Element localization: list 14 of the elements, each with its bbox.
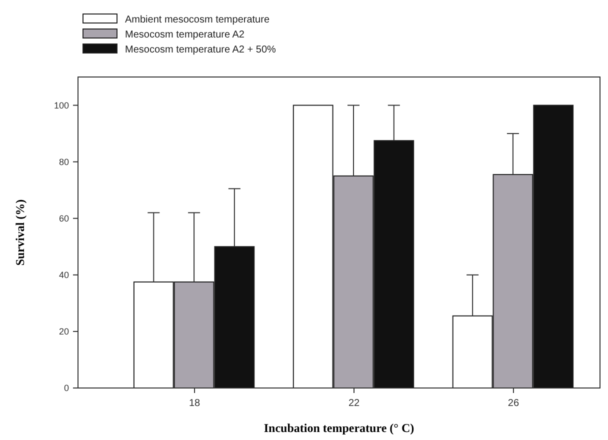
y-tick-label: 40 — [58, 270, 69, 280]
legend-label: Ambient mesocosm temperature — [125, 14, 270, 26]
y-tick-label: 100 — [54, 100, 69, 110]
y-tick-label: 20 — [58, 326, 69, 337]
legend-label: Mesocosm temperature A2 + 50% — [125, 44, 276, 56]
x-tick-label: 26 — [508, 398, 520, 409]
legend-label: Mesocosm temperature A2 — [125, 30, 245, 40]
y-axis-title: Survival (%) — [13, 199, 27, 266]
x-tick-label: 18 — [188, 398, 201, 409]
x-axis-title: Incubation temperature (° C) — [264, 421, 414, 435]
x-tick-label: 22 — [348, 398, 360, 409]
y-tick-label: 60 — [58, 214, 69, 224]
y-tick-label: 80 — [58, 156, 69, 167]
y-tick-label: 0 — [64, 383, 69, 394]
